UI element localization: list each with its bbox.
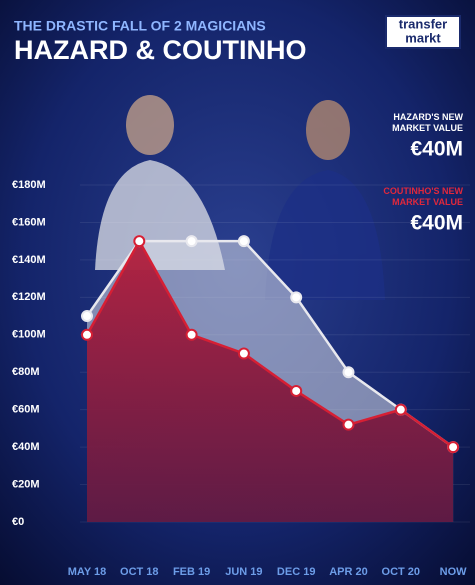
annotation: HAZARD'S NEW MARKET VALUE €40M [392, 112, 463, 160]
line [85, 239, 454, 449]
point [81, 328, 93, 341]
y-tick-label: €160M [12, 216, 46, 228]
chart-title: HAZARD & COUTINHO [14, 35, 306, 65]
x-tick-label: FEB 19 [173, 566, 210, 578]
annotation-value: €40M [410, 212, 463, 235]
line [85, 238, 454, 449]
y-tick-label: €80M [12, 366, 40, 378]
point [290, 384, 303, 397]
y-tick-label: €180M [12, 179, 46, 191]
y-tick-label: €20M [12, 478, 40, 490]
x-tick-label: DEC 19 [277, 566, 316, 578]
point [133, 235, 146, 248]
point [447, 441, 460, 454]
y-tick-label: €140M [12, 254, 46, 266]
point [237, 347, 250, 360]
annotation: COUTINHO'S NEW MARKET VALUE €40M [383, 186, 463, 234]
point [342, 418, 355, 431]
x-tick-label: OCT 18 [120, 566, 159, 578]
point [237, 235, 250, 248]
point [394, 403, 407, 416]
y-tick-label: €0 [12, 516, 24, 528]
logo-text: transfer [399, 16, 447, 31]
y-tick-label: €100M [12, 329, 46, 341]
x-tick-label: MAY 18 [68, 566, 107, 578]
point [185, 235, 198, 248]
annotation-text: HAZARD'S NEW MARKET VALUE [392, 112, 463, 133]
logo-text: markt [405, 30, 441, 45]
x-tick-label: JUN 19 [225, 566, 262, 578]
annotation-text: COUTINHO'S NEW MARKET VALUE [383, 186, 463, 207]
point [185, 328, 198, 341]
x-tick-label: NOW [440, 566, 468, 578]
x-tick-label: APR 20 [329, 566, 368, 578]
point [342, 366, 355, 379]
y-tick-label: €120M [12, 291, 46, 303]
subtitle: THE DRASTIC FALL OF 2 MAGICIANS [14, 18, 266, 34]
x-tick-label: OCT 20 [382, 566, 421, 578]
y-tick-label: €40M [12, 441, 40, 453]
point [81, 310, 93, 323]
point [290, 291, 303, 304]
logo: transfer markt [385, 15, 461, 49]
annotation-value: €40M [410, 138, 463, 161]
y-tick-label: €60M [12, 404, 40, 416]
